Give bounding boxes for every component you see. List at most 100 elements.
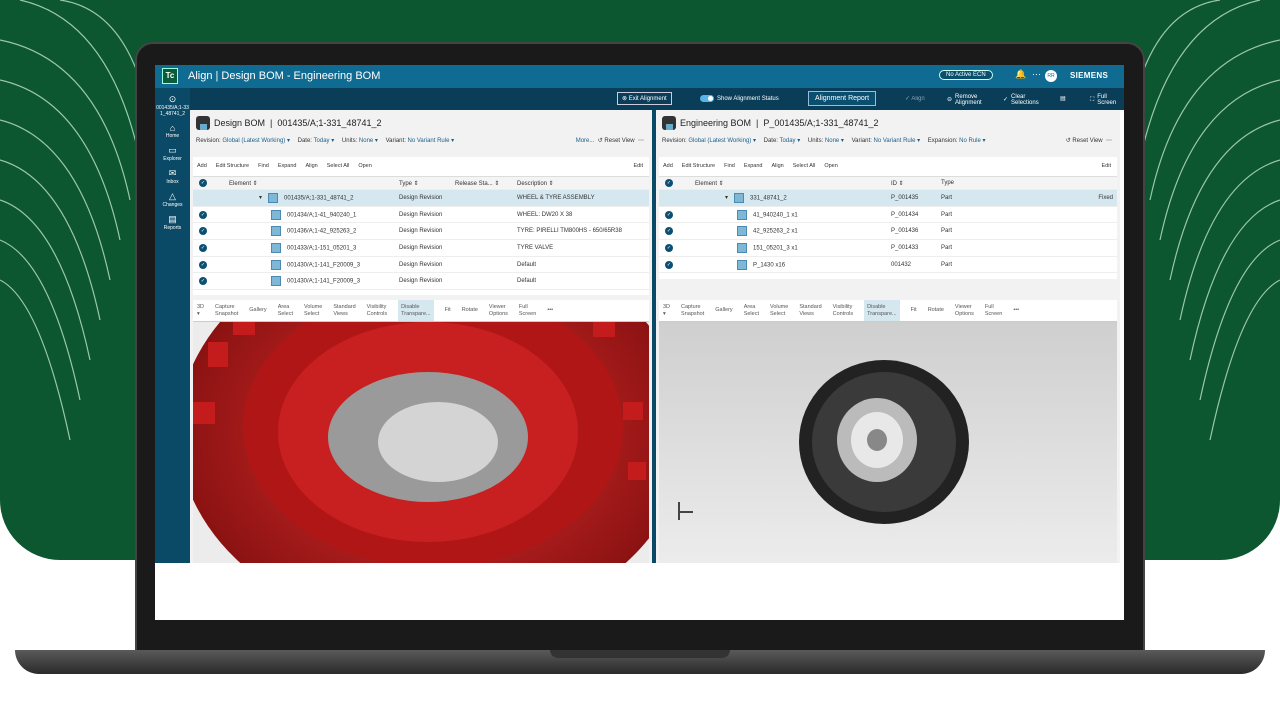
viewer-tool-11[interactable]: Full Screen <box>518 304 537 317</box>
viewer-tool-7[interactable]: Disable Transpare... <box>864 300 900 321</box>
bell-icon[interactable]: 🔔 <box>1015 69 1027 79</box>
viewer-tool-7[interactable]: Disable Transpare... <box>398 300 434 321</box>
viewer-tool-12[interactable]: ••• <box>547 307 554 314</box>
select-all-button[interactable]: Select All <box>792 163 816 169</box>
reset-view-button[interactable]: Reset View <box>604 138 635 144</box>
align-tool-button[interactable]: Align <box>771 163 784 169</box>
select-all-button[interactable]: Select All <box>326 163 350 169</box>
table-row[interactable]: ✓ P_1430 x16 001432 Part <box>659 257 1117 274</box>
viewer-tool-5[interactable]: Standard Views <box>333 304 356 317</box>
table-row[interactable]: ✓ 151_05201_3 x1 P_001433 Part <box>659 240 1117 257</box>
expand-button[interactable]: Expand <box>743 163 763 169</box>
viewer-tool-2[interactable]: Gallery <box>249 307 267 314</box>
remove-alignment-button[interactable]: ⊖ Remove Alignment <box>947 94 982 106</box>
viewer-tool-4[interactable]: Volume Select <box>769 304 789 317</box>
more-icon[interactable]: ⋯ <box>1032 69 1041 79</box>
table-row[interactable]: ▾ 001435/A;1-331_48741_2 Design Revision WH… <box>193 190 649 207</box>
revision-dropdown[interactable]: Global (Latest Working) ▾ <box>222 138 290 144</box>
reset-view-button[interactable]: Reset View <box>1072 138 1103 144</box>
edit-structure-button[interactable]: Edit Structure <box>681 163 716 169</box>
bom-icon <box>196 116 210 130</box>
expand-button[interactable]: Expand <box>277 163 297 169</box>
align-button[interactable]: ✓ Align <box>905 96 925 102</box>
viewer-tool-11[interactable]: Full Screen <box>984 304 1003 317</box>
viewer-tool-12[interactable]: ••• <box>1013 307 1020 314</box>
avatar[interactable]: RR <box>1045 70 1057 82</box>
table-row[interactable]: ✓ 41_940240_1 x1 P_001434 Part <box>659 207 1117 224</box>
check-all-icon[interactable]: ✓ <box>199 179 207 187</box>
viewer-tool-10[interactable]: Viewer Options <box>954 304 974 317</box>
viewer-tool-1[interactable]: Capture Snapshot <box>681 304 705 317</box>
cell: 001432 <box>891 261 912 268</box>
viewer-tool-1[interactable]: Capture Snapshot <box>215 304 239 317</box>
viewer-tool-3[interactable]: Area Select <box>743 304 759 317</box>
edit-structure-button[interactable]: Edit Structure <box>215 163 250 169</box>
date-dropdown[interactable]: Today ▾ <box>779 138 801 144</box>
units-dropdown[interactable]: None ▾ <box>358 138 378 144</box>
alignment-report-button[interactable]: Alignment Report <box>808 91 877 106</box>
part-icon <box>734 192 745 203</box>
table-row[interactable]: ✓ 42_925263_2 x1 P_001436 Part <box>659 223 1117 241</box>
viewer-tool-9[interactable]: Rotate <box>461 307 478 314</box>
panel-splitter[interactable] <box>652 110 656 563</box>
table-row[interactable]: ▾ 331_48741_2 P_001435 Part Fixed <box>659 190 1117 207</box>
table-row[interactable]: ✓ 001433/A;1-151_05201_3 Design Revision TY… <box>193 240 649 257</box>
sidebar-item-home[interactable]: ⌂ Home <box>155 123 190 139</box>
edit-button[interactable]: Edit <box>1101 163 1111 169</box>
find-button[interactable]: Find <box>258 163 269 169</box>
column-element[interactable]: Element ⇕ <box>695 180 724 187</box>
date-dropdown[interactable]: Today ▾ <box>313 138 335 144</box>
open-button[interactable]: Open <box>358 163 372 169</box>
viewer-tool-8[interactable]: Fit <box>444 307 451 314</box>
viewer-tool-8[interactable]: Fit <box>910 307 917 314</box>
design-bom-table: Add Edit Structure Find Expand Align Select A… <box>193 157 649 295</box>
viewer-tool-6[interactable]: Visibility Controls <box>832 304 854 317</box>
viewer-tool-0[interactable]: 3D ▾ <box>197 304 205 317</box>
table-row[interactable]: ✓ 001436/A;1-42_925263_2 Design Revision TY… <box>193 223 649 241</box>
sidebar-item-inbox[interactable]: ✉ Inbox <box>155 168 190 185</box>
edit-button[interactable]: Edit <box>633 163 643 169</box>
align-tool-button[interactable]: Align <box>305 163 318 169</box>
column-type[interactable]: Type ⇕ <box>399 180 419 187</box>
expansion-dropdown[interactable]: No Rule ▾ <box>959 138 986 144</box>
sidebar-item-reports[interactable]: ▤ Reports <box>155 214 190 231</box>
table-row[interactable]: ✓ 001434/A;1-41_940240_1 Design Revision WH… <box>193 207 649 224</box>
element-name: 001433/A;1-151_05201_3 <box>287 245 357 252</box>
viewer-tool-10[interactable]: Viewer Options <box>488 304 508 317</box>
find-button[interactable]: Find <box>724 163 735 169</box>
column-type[interactable]: Type <box>941 180 955 186</box>
panel-icon[interactable]: ▤ <box>1060 96 1066 102</box>
add-button[interactable]: Add <box>197 163 207 169</box>
ecn-button[interactable]: No Active ECN <box>939 70 993 80</box>
viewer-tool-3[interactable]: Area Select <box>277 304 293 317</box>
viewer-tool-9[interactable]: Rotate <box>927 307 944 314</box>
3d-viewer[interactable] <box>659 322 1117 563</box>
variant-dropdown[interactable]: No Variant Rule ▾ <box>407 138 455 144</box>
column-element[interactable]: Element ⇕ <box>229 180 258 187</box>
check-all-icon[interactable]: ✓ <box>665 179 673 187</box>
variant-dropdown[interactable]: No Variant Rule ▾ <box>873 138 921 144</box>
3d-viewer[interactable] <box>193 322 649 563</box>
add-button[interactable]: Add <box>663 163 673 169</box>
units-dropdown[interactable]: None ▾ <box>824 138 844 144</box>
show-alignment-status-toggle[interactable]: Show Alignment Status <box>695 92 784 105</box>
full-screen-button[interactable]: ⛶ Full Screen <box>1090 94 1117 106</box>
viewer-tool-0[interactable]: 3D ▾ <box>663 304 671 317</box>
viewer-tool-6[interactable]: Visibility Controls <box>366 304 388 317</box>
sidebar-item-changes[interactable]: △ Changes <box>155 191 190 208</box>
exit-alignment-button[interactable]: ⊗ Exit Alignment <box>617 92 672 105</box>
viewer-tool-5[interactable]: Standard Views <box>799 304 822 317</box>
column-release-status[interactable]: Release Sta... ⇕ <box>455 180 500 187</box>
table-row[interactable]: ✓ 001430/A;1-141_F20009_3 Design Revision D… <box>193 273 649 291</box>
back-button[interactable]: ⊙ 001435/A;1-331_48741_2 <box>155 94 190 117</box>
viewer-tool-4[interactable]: Volume Select <box>303 304 323 317</box>
column-id[interactable]: ID ⇕ <box>891 180 904 187</box>
sidebar-item-explorer[interactable]: ▭ Explorer <box>155 145 190 162</box>
viewer-tool-2[interactable]: Gallery <box>715 307 733 314</box>
column-description[interactable]: Description ⇕ <box>517 180 554 187</box>
clear-selections-button[interactable]: ✓ Clear Selections <box>1003 94 1039 106</box>
open-button[interactable]: Open <box>824 163 838 169</box>
revision-dropdown[interactable]: Global (Latest Working) ▾ <box>688 138 756 144</box>
more-button[interactable]: More... <box>575 138 595 144</box>
table-row[interactable]: ✓ 001430/A;1-141_F20009_3 Design Revision D… <box>193 257 649 274</box>
